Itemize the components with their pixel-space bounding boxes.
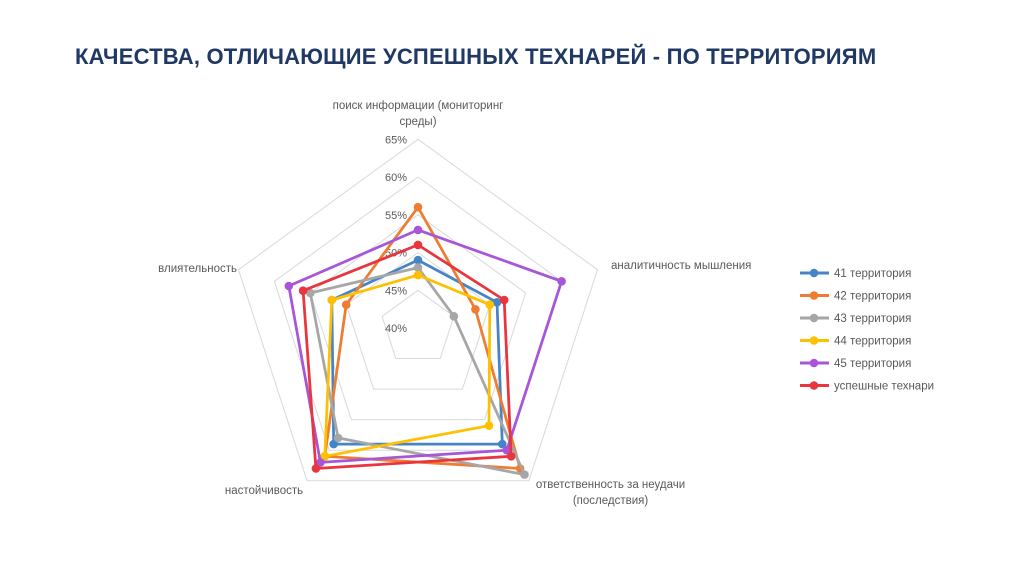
data-point [413,270,423,280]
legend-item-label: 44 территория [834,336,911,348]
data-point [413,202,423,212]
axis-label: аналитичность мышления [611,260,752,272]
data-point [449,312,459,321]
series-line [330,258,504,446]
data-point [557,277,566,286]
data-point [484,421,494,431]
axis-label: влиятельность [158,263,237,275]
legend-item-label: 41 территория [834,268,911,280]
axis-label: ответственность за неудачи (последствия) [535,479,686,507]
legend-item-label: 42 территория [834,291,911,303]
data-point [329,439,339,449]
data-point [413,225,423,235]
series-line [301,243,513,470]
data-point [413,255,423,265]
data-point [306,288,315,298]
data-point [498,439,507,449]
tick-label: 60% [385,172,407,184]
series-line [323,273,492,458]
data-point [492,298,502,307]
data-point [284,281,294,291]
data-point [298,286,308,296]
legend-marker-dot [809,268,819,278]
data-point [413,263,423,272]
legend-item-label: успешные технари [834,381,934,393]
data-point [311,464,321,473]
data-point [320,452,330,461]
grid-ring [345,251,491,390]
legend-marker-dot [809,358,819,368]
series-line [287,228,563,464]
data-point [485,300,495,310]
legend-marker-dot [809,291,819,300]
legend-item-label: 45 территория [834,358,911,370]
data-point [499,295,509,305]
legend-item-label: 43 территория [834,313,911,325]
legend-marker-dot [809,381,819,390]
grid-ring [381,289,455,359]
data-point [520,470,529,479]
data-point [502,445,512,455]
grid-ring [237,138,599,482]
page-title: КАЧЕСТВА, ОТЛИЧАЮЩИЕ УСПЕШНЫХ ТЕХНАРЕЙ -… [75,44,877,69]
data-point [341,300,351,310]
tick-label: 65% [385,134,407,146]
legend-marker-dot [809,313,819,323]
data-point [506,452,516,461]
legend-marker-dot [809,336,819,345]
axis-label: поиск информации (мониторинг среды) [332,100,504,128]
axis-label: настойчивость [224,485,304,497]
grid-ring [273,176,563,451]
data-point [471,305,480,314]
data-point [333,433,343,443]
data-point [316,458,325,467]
data-point [413,240,423,250]
tick-label: 55% [385,210,407,222]
tick-label: 40% [385,323,407,335]
data-point [327,295,337,305]
tick-label: 45% [385,285,407,297]
